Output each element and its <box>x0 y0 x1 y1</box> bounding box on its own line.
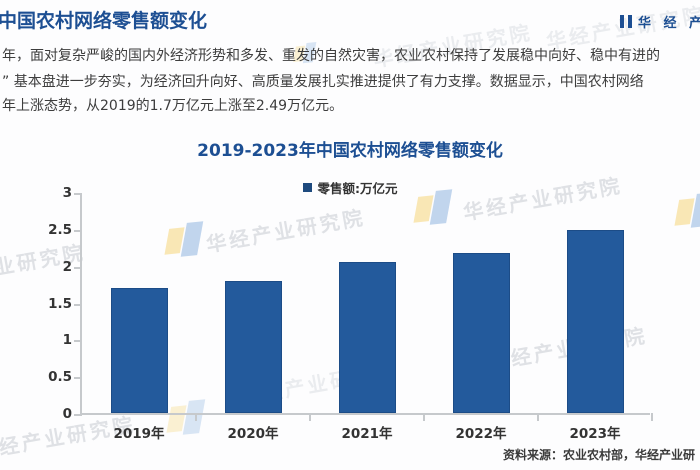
x-axis-tick <box>651 413 653 421</box>
bar-2022年 <box>452 253 510 413</box>
y-axis-label: 0.5 <box>48 369 72 386</box>
y-axis-label: 2 <box>62 258 72 275</box>
y-axis-label: 1 <box>62 332 72 349</box>
x-axis-label: 2019年 <box>113 426 165 442</box>
y-axis-tick <box>74 266 82 269</box>
watermark-logo <box>674 192 700 235</box>
y-axis-tick <box>74 303 82 306</box>
chart-plot: 2019年 2020年 2021年 2022年 2023年 0 0.5 1 1.5 2 2.5 3 <box>48 185 653 442</box>
y-axis-tick <box>74 414 82 416</box>
y-axis-label: 3 <box>62 185 72 201</box>
page-title: 中国农村网络零售额变化 <box>0 10 208 32</box>
bar-2023年 <box>566 230 624 413</box>
brand-logo: 华 经 产 业 <box>620 12 700 31</box>
y-axis-label: 0 <box>62 406 72 422</box>
x-axis-label: 2021年 <box>341 426 393 442</box>
brand-name: 华 经 产 业 <box>638 16 700 31</box>
y-axis-label: 1.5 <box>48 295 72 312</box>
chart-legend: 零售额:万亿元 <box>0 178 700 197</box>
y-axis-tick <box>74 340 82 343</box>
legend-label: 零售额:万亿元 <box>317 181 398 196</box>
bar-2019年 <box>110 288 168 413</box>
x-axis-tick <box>423 413 425 421</box>
brand-bars-icon <box>620 15 632 28</box>
y-axis-tick <box>74 229 82 232</box>
y-axis-label: 2.5 <box>48 221 72 238</box>
x-axis-tick <box>195 413 197 421</box>
y-axis-tick <box>74 193 82 195</box>
x-axis-label: 2020年 <box>227 426 279 442</box>
paragraph-line-3: 年上涨态势，从2019的1.7万亿元上涨至2.49万亿元。 <box>2 98 344 114</box>
x-axis-label: 2023年 <box>569 426 621 442</box>
x-axis-label: 2022年 <box>455 426 507 442</box>
y-axis-tick <box>74 377 82 380</box>
legend-swatch-icon <box>302 183 312 192</box>
x-axis-tick <box>309 413 311 421</box>
paragraph-line-2: ” 基本盘进一步夯实，为经济回升向好、高质量发展扎实推进提供了有力支撑。数据显示… <box>2 74 644 90</box>
source-note: 资料来源：农业农村部，华经产业研 <box>503 448 696 462</box>
bar-2020年 <box>224 281 282 413</box>
x-axis-tick <box>537 413 539 421</box>
bar-2021年 <box>338 262 396 413</box>
chart-title: 2019-2023年中国农村网络零售额变化 <box>197 141 503 161</box>
paragraph-line-1: 年，面对复杂严峻的国内外经济形势和多发、重发的自然灾害，农业农村保持了发展稳中向… <box>2 48 660 64</box>
